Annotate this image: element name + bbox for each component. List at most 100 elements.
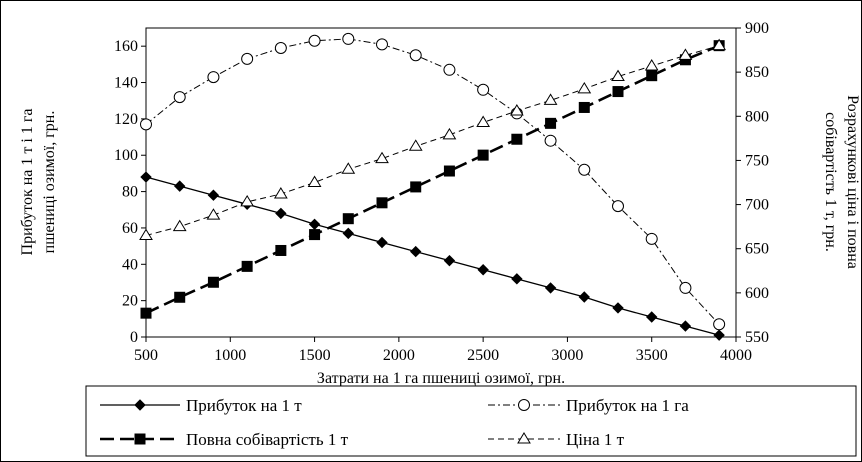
legend-entry-3: Повна собівартість 1 т <box>100 430 349 449</box>
y-left-tick-label: 20 <box>122 293 138 310</box>
series-2 <box>140 32 726 331</box>
y-right-tick-label: 550 <box>745 329 769 346</box>
series-1-point <box>646 311 658 323</box>
y-left-tick-label: 0 <box>130 329 138 346</box>
legend-marker <box>517 432 531 444</box>
y-right-axis-title-line1: Розрахункові ціна і повна <box>844 95 861 269</box>
series-4-point <box>172 219 187 232</box>
series-1-point <box>410 245 422 258</box>
y-left-tick-label: 120 <box>114 111 138 128</box>
series-4-point <box>206 208 221 220</box>
series-4-point <box>307 175 322 187</box>
series-4-point <box>543 93 558 105</box>
series-2-point <box>274 41 287 54</box>
series-1-point <box>679 320 692 332</box>
series-2-point <box>477 83 490 96</box>
y-left-tick-label: 80 <box>122 184 138 201</box>
series-3-point <box>511 133 523 145</box>
series-1-point <box>612 302 624 314</box>
series-2-point <box>173 91 186 104</box>
series-4-point <box>341 162 356 174</box>
series-2-point <box>409 49 422 62</box>
y-right-tick-label: 900 <box>745 20 769 37</box>
series-2-point <box>241 52 254 65</box>
series-1-point <box>477 264 489 276</box>
series-1-point <box>342 227 354 240</box>
x-tick-label: 1000 <box>214 347 246 364</box>
series-1-point <box>174 180 186 192</box>
y-left-axis-title-line1: Прибуток на 1 т і 1 га <box>19 109 36 256</box>
series-2-point <box>207 71 220 84</box>
series-2-point <box>679 281 692 294</box>
series-1 <box>140 171 725 341</box>
series-4-point <box>509 104 524 116</box>
y-right-tick-label: 750 <box>745 152 769 169</box>
legend-label: Прибуток на 1 т <box>186 396 302 415</box>
x-axis-ticks: 500 1000 1500 2000 2500 3000 3500 4000 <box>134 337 752 364</box>
series-2-point <box>140 118 152 131</box>
x-tick-label: 3500 <box>636 347 668 364</box>
series-3-point <box>646 70 658 82</box>
series-2-point <box>376 38 388 51</box>
series-1-point <box>207 189 220 201</box>
series-1-point <box>140 171 152 183</box>
y-left-tick-label: 160 <box>114 38 138 55</box>
legend-box <box>85 385 857 457</box>
y-left-axis-ticks: 0 20 40 60 80 100 120 140 160 <box>114 38 146 346</box>
x-tick-label: 4000 <box>720 347 752 364</box>
x-tick-label: 500 <box>134 347 158 364</box>
series-4-point <box>139 228 153 240</box>
y-left-tick-label: 60 <box>122 220 138 237</box>
x-tick-label: 2500 <box>467 347 499 364</box>
series-3-point <box>275 244 287 256</box>
series-4-point <box>577 81 592 94</box>
series-3-point <box>578 101 590 113</box>
y-right-tick-label: 650 <box>745 241 769 258</box>
series-4-point <box>442 127 457 140</box>
y-right-axis-title-line2: собівартість 1 т, грн. <box>822 112 839 252</box>
series-1-line <box>145 176 720 336</box>
series-4-point <box>611 69 625 82</box>
series-2-point <box>713 318 726 331</box>
series-3-line <box>145 44 720 315</box>
series-1-point <box>376 236 388 249</box>
series-3 <box>140 40 725 319</box>
series-2-point <box>645 232 658 245</box>
series-3-point <box>309 229 321 241</box>
series-4-point <box>408 139 423 151</box>
x-tick-label: 3000 <box>551 347 583 364</box>
x-tick-label: 1500 <box>299 347 331 364</box>
series-2-point <box>578 163 591 176</box>
series-1-point <box>511 273 523 285</box>
series-4-point <box>476 115 491 127</box>
series-3-point <box>174 291 186 303</box>
series-1-point <box>275 207 287 220</box>
series-3-point <box>477 149 489 161</box>
y-right-tick-label: 600 <box>745 285 769 302</box>
legend-marker <box>518 399 530 411</box>
series-3-point <box>241 260 253 272</box>
series-2-point <box>308 34 321 47</box>
series-4-line <box>145 45 720 236</box>
y-right-axis-title: Розрахункові ціна і повна собівартість 1… <box>822 95 861 269</box>
series-2-point <box>443 63 456 76</box>
x-axis-title: Затрати на 1 га пшениці озимої, грн. <box>317 370 565 387</box>
series-4-point <box>644 58 659 71</box>
legend-label: Повна собівартість 1 т <box>186 430 349 449</box>
series-4-point <box>240 194 255 207</box>
series-3-point <box>612 86 624 98</box>
series-3-point <box>342 213 354 225</box>
y-left-axis-title: Прибуток на 1 т і 1 га пшениці озимої, г… <box>19 109 58 256</box>
series-3-point <box>376 197 388 209</box>
series-3-point <box>207 276 219 288</box>
series-4-point <box>375 151 389 164</box>
legend-entry-1: Прибуток на 1 т <box>100 396 302 415</box>
y-right-tick-label: 700 <box>745 197 769 214</box>
y-left-tick-label: 40 <box>122 256 138 273</box>
y-left-tick-label: 140 <box>114 75 138 92</box>
y-left-axis-title-line2: пшениці озимої, грн. <box>41 111 58 254</box>
legend-marker <box>134 399 146 411</box>
